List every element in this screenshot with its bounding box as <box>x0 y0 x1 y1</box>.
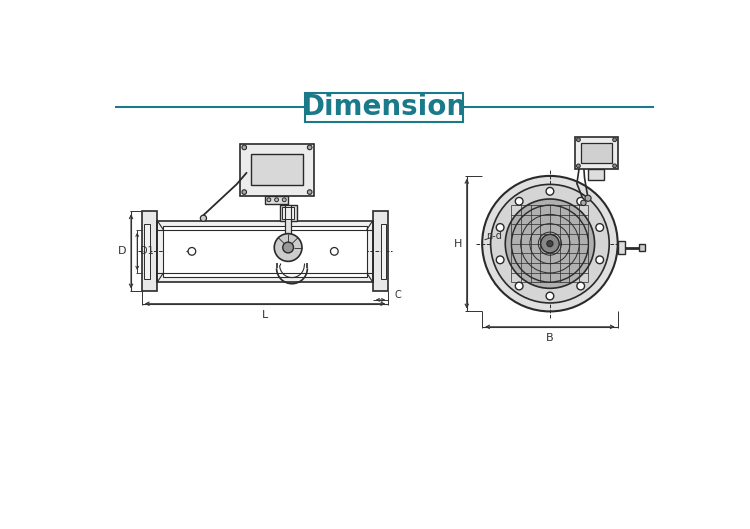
Circle shape <box>308 190 312 194</box>
Text: n-d: n-d <box>486 231 502 241</box>
Bar <box>142 211 158 291</box>
Circle shape <box>200 215 206 221</box>
Circle shape <box>546 292 554 300</box>
Circle shape <box>283 242 293 253</box>
Text: D1: D1 <box>140 247 153 257</box>
Bar <box>280 205 296 221</box>
Circle shape <box>577 164 580 168</box>
Circle shape <box>613 138 616 142</box>
Bar <box>282 207 294 219</box>
Circle shape <box>242 190 247 194</box>
Bar <box>251 154 303 185</box>
Text: B: B <box>546 333 554 343</box>
Text: Dimension: Dimension <box>302 94 467 121</box>
Circle shape <box>541 234 560 253</box>
Bar <box>305 93 464 122</box>
Circle shape <box>515 197 523 205</box>
Circle shape <box>496 224 504 231</box>
Bar <box>164 226 367 277</box>
Circle shape <box>577 197 584 205</box>
Circle shape <box>585 195 591 202</box>
Circle shape <box>596 256 604 263</box>
Circle shape <box>546 187 554 195</box>
Bar <box>158 221 373 282</box>
Circle shape <box>242 145 247 150</box>
Text: L: L <box>262 310 268 320</box>
Text: C: C <box>394 290 401 300</box>
Circle shape <box>496 256 504 263</box>
Circle shape <box>274 198 278 202</box>
Bar <box>581 143 611 163</box>
Circle shape <box>613 164 616 168</box>
Circle shape <box>577 282 584 290</box>
Circle shape <box>267 198 271 202</box>
Bar <box>589 169 604 180</box>
Circle shape <box>490 185 609 303</box>
Bar <box>618 241 626 254</box>
Text: H: H <box>454 239 462 249</box>
Circle shape <box>482 176 618 312</box>
Circle shape <box>515 282 523 290</box>
Circle shape <box>188 248 196 255</box>
Bar <box>380 224 386 279</box>
Bar <box>265 196 288 204</box>
Bar <box>285 205 291 240</box>
Circle shape <box>577 138 580 142</box>
Text: D: D <box>118 247 127 257</box>
Bar <box>241 143 314 196</box>
Circle shape <box>282 198 286 202</box>
Bar <box>373 211 388 291</box>
Circle shape <box>580 200 586 206</box>
Circle shape <box>308 145 312 150</box>
Bar <box>639 244 646 251</box>
Circle shape <box>274 234 302 261</box>
Circle shape <box>547 241 553 247</box>
Circle shape <box>596 224 604 231</box>
Bar <box>575 136 618 169</box>
Circle shape <box>506 199 595 288</box>
Circle shape <box>331 248 338 255</box>
Bar <box>144 224 149 279</box>
